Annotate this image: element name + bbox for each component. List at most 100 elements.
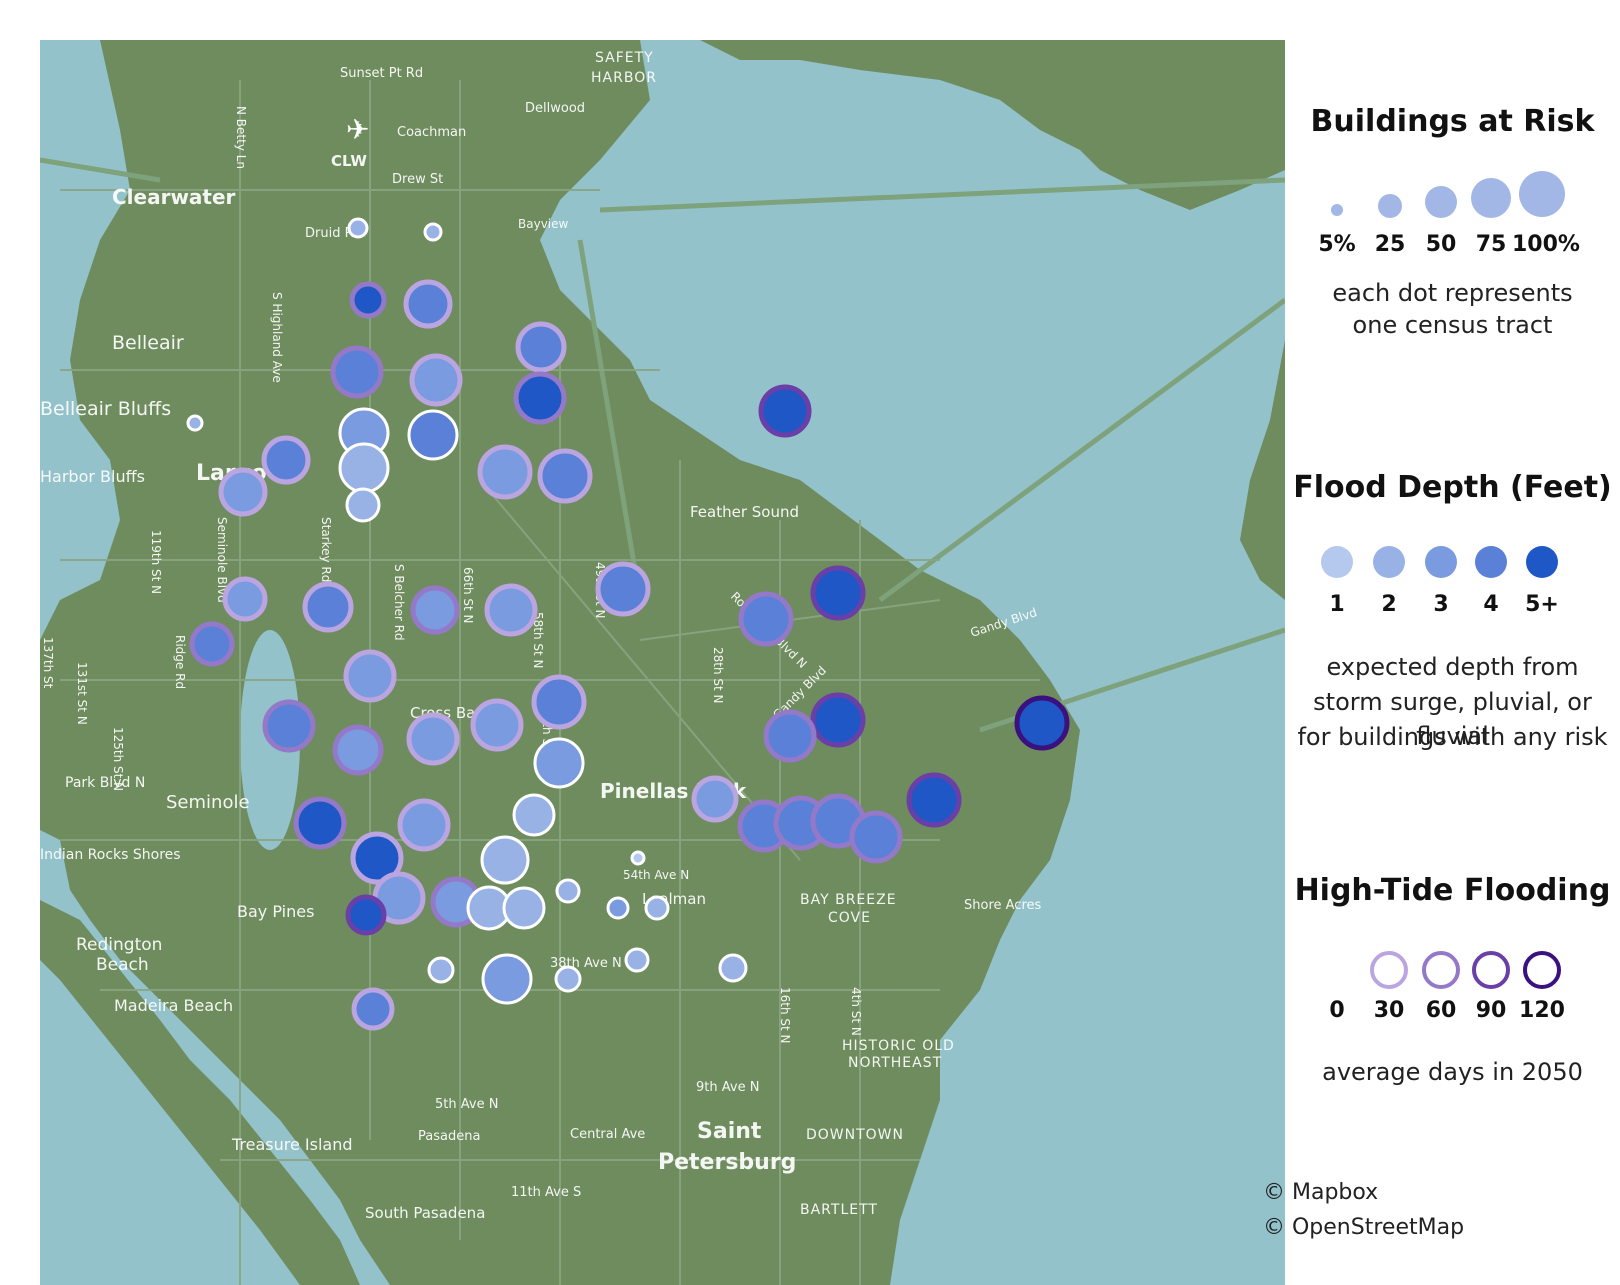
census-tract-dot[interactable]	[293, 796, 347, 850]
map-label: Dellwood	[525, 101, 585, 116]
census-tract-dot[interactable]	[758, 384, 812, 438]
census-tract-dot[interactable]	[345, 894, 387, 936]
tide-ring	[1370, 951, 1408, 989]
census-tract-dot[interactable]	[554, 965, 582, 993]
depth-legend-item: 1	[1307, 530, 1367, 617]
census-tract-dot[interactable]	[630, 850, 646, 866]
map-label: 5th Ave N	[435, 1097, 498, 1112]
census-tract-dot[interactable]	[810, 692, 866, 748]
census-tract-dot[interactable]	[409, 353, 463, 407]
map-label: Pasadena	[418, 1129, 480, 1144]
flood-risk-map[interactable]: SAFETY HARBOR Sunset Pt Rd Dellwood Coachman…	[40, 40, 1285, 1285]
census-tract-dot[interactable]	[218, 467, 268, 517]
census-tract-dot[interactable]	[351, 987, 395, 1031]
basemap: SAFETY HARBOR Sunset Pt Rd Dellwood Coachman…	[40, 40, 1285, 1285]
census-tract-dot[interactable]	[189, 621, 235, 667]
map-label: 28th St N	[711, 647, 725, 704]
mapbox-attribution[interactable]: © Mapbox	[1263, 1180, 1379, 1205]
map-label: Belleair	[112, 332, 184, 354]
map-label: HISTORIC OLD	[842, 1038, 955, 1054]
bridges	[40, 157, 1285, 733]
census-tract-dot[interactable]	[330, 345, 384, 399]
map-label: 16th St N	[778, 987, 792, 1044]
census-tract-dot[interactable]	[718, 953, 748, 983]
census-tract-dots[interactable]	[186, 217, 1070, 1031]
census-tract-dot[interactable]	[763, 709, 817, 763]
census-tract-dot[interactable]	[849, 810, 903, 864]
size-swatch	[1471, 178, 1511, 218]
map-label: Starkey Rd	[319, 517, 333, 582]
map-label: HARBOR	[591, 70, 657, 86]
map-label: Central Ave	[570, 1127, 645, 1142]
depth-label: 3	[1433, 592, 1449, 617]
census-tract-dot[interactable]	[595, 561, 651, 617]
map-label: Saint	[697, 1119, 762, 1144]
size-legend-item: 100%	[1512, 170, 1580, 257]
tide-ring	[1422, 951, 1460, 989]
map-label: BAY BREEZE	[800, 892, 897, 908]
high-tide-title: High-Tide Flooding	[1294, 873, 1611, 908]
census-tract-dot[interactable]	[261, 435, 311, 485]
census-tract-dot[interactable]	[906, 772, 962, 828]
census-tract-dot[interactable]	[484, 583, 538, 637]
census-tract-dot[interactable]	[810, 565, 866, 621]
map-label: SAFETY	[595, 50, 654, 66]
size-swatch	[1425, 186, 1457, 218]
census-tract-dot[interactable]	[427, 956, 455, 984]
census-tract-dot[interactable]	[407, 409, 459, 461]
census-tract-dot[interactable]	[338, 442, 390, 494]
map-label: 137th St	[41, 637, 55, 689]
osm-attribution[interactable]: © OpenStreetMap	[1263, 1215, 1465, 1240]
census-tract-dot[interactable]	[533, 737, 585, 789]
map-label: COVE	[828, 910, 871, 926]
census-tract-dot[interactable]	[691, 775, 739, 823]
tide-label: 30	[1373, 998, 1405, 1023]
map-label: 9th Ave N	[696, 1080, 759, 1095]
census-tract-dot[interactable]	[512, 793, 556, 837]
census-tract-dot[interactable]	[397, 798, 451, 852]
census-tract-dot[interactable]	[1014, 695, 1070, 751]
census-tract-dot[interactable]	[738, 591, 794, 647]
census-tract-dot[interactable]	[555, 878, 581, 904]
map-label: Seminole Blvd	[215, 517, 229, 603]
census-tract-dot[interactable]	[262, 699, 316, 753]
map-label: 119th St N	[149, 530, 163, 594]
depth-note-line2: storm surge, pluvial, or fluvial	[1313, 688, 1592, 750]
census-tract-dot[interactable]	[537, 448, 593, 504]
tide-label: 0	[1329, 998, 1345, 1023]
census-tract-dot[interactable]	[186, 414, 204, 432]
tide-legend-item: 90	[1461, 936, 1521, 1023]
census-tract-dot[interactable]	[349, 281, 387, 319]
map-label: Bay Pines	[237, 902, 314, 921]
census-tract-dot[interactable]	[423, 222, 443, 242]
census-tract-dot[interactable]	[531, 674, 587, 730]
size-label: 5%	[1318, 232, 1356, 257]
map-label: Seminole	[166, 792, 250, 813]
census-tract-dot[interactable]	[644, 895, 670, 921]
depth-legend-item: 4	[1461, 530, 1521, 617]
map-label: Harbor Bluffs	[40, 467, 145, 486]
census-tract-dot[interactable]	[350, 831, 404, 885]
census-tract-dot[interactable]	[515, 321, 567, 373]
east-shore-right	[1240, 340, 1285, 600]
census-tract-dot[interactable]	[222, 576, 268, 622]
census-tract-dot[interactable]	[403, 279, 453, 329]
census-tract-dot[interactable]	[470, 698, 524, 752]
census-tract-dot[interactable]	[345, 487, 381, 523]
census-tract-dot[interactable]	[343, 649, 397, 703]
census-tract-dot[interactable]	[480, 835, 530, 885]
census-tract-dot[interactable]	[302, 581, 354, 633]
census-tract-dot[interactable]	[481, 953, 533, 1005]
census-tract-dot[interactable]	[410, 585, 460, 635]
census-tract-dot[interactable]	[624, 947, 650, 973]
size-label: 75	[1475, 232, 1507, 257]
census-tract-dot[interactable]	[606, 896, 630, 920]
census-tract-dot[interactable]	[513, 371, 567, 425]
census-tract-dot[interactable]	[502, 886, 546, 930]
census-tract-dot[interactable]	[477, 444, 533, 500]
census-tract-dot[interactable]	[347, 217, 369, 239]
census-tract-dot[interactable]	[332, 724, 384, 776]
legend: Buildings at Risk 5% 25 50 75 100% each …	[1285, 0, 1620, 1280]
census-tract-dot[interactable]	[406, 712, 460, 766]
map-label: Feather Sound	[690, 503, 799, 521]
